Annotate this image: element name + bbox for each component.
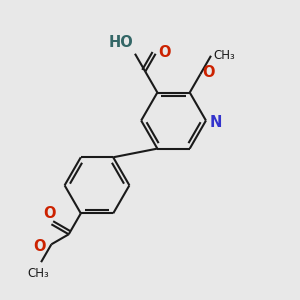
Text: O: O bbox=[44, 206, 56, 221]
Text: O: O bbox=[203, 65, 215, 80]
Text: CH₃: CH₃ bbox=[213, 49, 235, 62]
Text: N: N bbox=[209, 115, 222, 130]
Text: O: O bbox=[158, 45, 170, 60]
Text: O: O bbox=[34, 238, 46, 253]
Text: CH₃: CH₃ bbox=[27, 268, 49, 281]
Text: HO: HO bbox=[109, 35, 134, 50]
